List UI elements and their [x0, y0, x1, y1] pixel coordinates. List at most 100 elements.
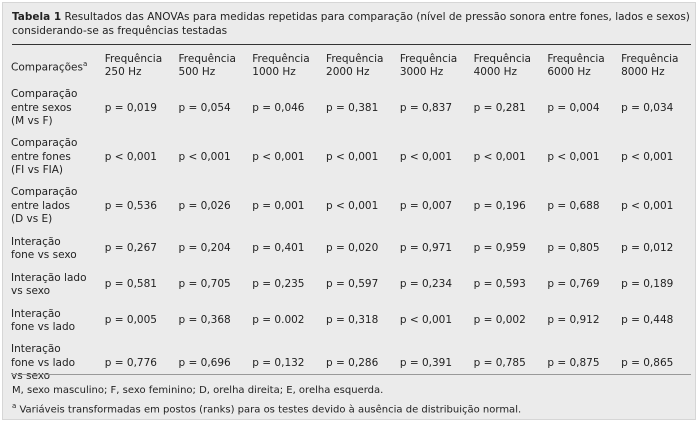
p-value-cell: p = 0,688	[547, 199, 600, 212]
p-value-cell: p < 0,001	[104, 150, 157, 163]
anova-table: Comparaçõesa Frequência 250 Hz Frequência 5…	[11, 48, 695, 388]
header-frequency: Frequência 3000 Hz	[400, 48, 474, 84]
row-label-line: Interação	[11, 307, 61, 320]
table-caption: Tabela 1 Resultados das ANOVAs para medi…	[12, 10, 692, 38]
row-label-line: Comparação	[11, 186, 78, 199]
p-value-cell: p = 0,776	[104, 356, 157, 369]
row-label-line: Interação lado	[11, 271, 87, 284]
p-value-cell: p = 0,401	[252, 242, 305, 255]
top-rule	[12, 44, 691, 45]
p-value-cell: p < 0,001	[399, 314, 453, 327]
p-value-cell: p = 0,002	[473, 314, 526, 327]
p-value-cell: p = 0,581	[104, 278, 157, 291]
header-line: 8000 Hz	[621, 66, 665, 78]
header-line: 4000 Hz	[473, 66, 518, 78]
p-value-cell: p = 0,785	[473, 356, 526, 369]
row-label-line: (FI vs FIA)	[11, 164, 64, 177]
p-value-cell: p = 0,196	[473, 199, 526, 212]
table-row: Interação fone vs lado p = 0,005 p = 0,368 p…	[11, 303, 695, 339]
abbreviations-note: M, sexo masculino; F, sexo feminino; D, …	[12, 385, 384, 396]
table-row: Comparação entre lados (D vs E) p = 0,536 p …	[11, 182, 695, 231]
header-frequency: Frequência 2000 Hz	[326, 48, 400, 84]
header-line: 3000 Hz	[399, 66, 444, 78]
header-line: Frequência	[547, 52, 605, 65]
header-line: 2000 Hz	[326, 66, 370, 78]
row-label-line: entre sexos	[11, 101, 72, 114]
p-value-cell: p = 0,696	[178, 356, 231, 369]
p-value-cell: p = 0,286	[326, 356, 379, 369]
row-label: Interação fone vs lado	[11, 303, 105, 339]
table-row: Interação fone vs sexo p = 0,267 p = 0,204 p…	[11, 231, 695, 267]
p-value-cell: p = 0,318	[326, 314, 379, 327]
p-value-cell: p = 0,019	[104, 101, 157, 114]
p-value-cell: p < 0,001	[178, 150, 231, 163]
row-label-line: Interação	[11, 343, 61, 356]
table-label: Tabela 1	[12, 11, 62, 23]
p-value-cell: p = 0,875	[547, 356, 600, 369]
footnote-a: a Variáveis transformadas em postos (ran…	[12, 401, 522, 415]
p-value-cell: p < 0,001	[326, 199, 379, 212]
header-row: Comparaçõesa Frequência 250 Hz Frequência 5…	[11, 48, 695, 84]
p-value-cell: p = 0,132	[252, 356, 305, 369]
row-label-line: (M vs F)	[11, 115, 53, 128]
header-line: Frequência	[399, 52, 458, 65]
p-value-cell: p = 0,381	[326, 101, 379, 114]
p-value-cell: p = 0,769	[547, 278, 600, 291]
p-value-cell: p < 0,001	[399, 150, 453, 163]
row-label-line: vs sexo	[11, 370, 51, 383]
header-line: Frequência	[473, 52, 531, 65]
p-value-cell: p = 0,536	[104, 199, 157, 212]
row-label-line: entre fones	[11, 150, 71, 163]
p-value-cell: p = 0,026	[178, 199, 231, 212]
row-label-line: Comparação	[11, 137, 78, 150]
p-value-cell: p = 0,368	[178, 314, 231, 327]
p-value-cell: p = 0,971	[399, 242, 453, 255]
p-value-cell: p < 0,001	[621, 150, 674, 163]
p-value-cell: p < 0,001	[621, 199, 674, 212]
row-label-line: fone vs lado	[11, 356, 76, 369]
table-row: Interação fone vs lado vs sexo p = 0,776 p =…	[11, 339, 695, 388]
p-value-cell: p < 0,001	[326, 150, 379, 163]
row-label: Comparação entre lados (D vs E)	[11, 182, 105, 231]
header-line: 500 Hz	[178, 66, 216, 78]
header-line: Frequência	[326, 52, 384, 65]
caption-text: Resultados das ANOVAs para medidas repet…	[12, 11, 690, 37]
header-line: 6000 Hz	[547, 66, 591, 78]
p-value-cell: p = 0,448	[621, 314, 674, 327]
p-value-cell: p = 0,034	[621, 101, 674, 114]
row-label-line: fone vs sexo	[11, 249, 77, 261]
header-frequency: Frequência 250 Hz	[105, 48, 179, 84]
row-label-line: Interação	[11, 235, 61, 248]
header-comparacoes: Comparaçõesa	[11, 59, 88, 74]
header-frequency: Frequência 1000 Hz	[252, 48, 326, 84]
table-container: Tabela 1 Resultados das ANOVAs para medi…	[2, 2, 696, 420]
row-label-line: (D vs E)	[11, 213, 53, 226]
p-value-cell: p = 0,865	[621, 356, 674, 369]
header-line: Frequência	[104, 52, 163, 65]
p-value-cell: p = 0,012	[621, 242, 674, 255]
p-value-cell: p = 0,020	[326, 242, 379, 255]
p-value-cell: p = 0,007	[399, 199, 453, 212]
row-label-line: entre lados	[11, 199, 71, 212]
table-row: Comparação entre fones (FI vs FIA) p < 0,00…	[11, 133, 695, 182]
p-value-cell: p < 0,001	[547, 150, 600, 163]
header-line: Frequência	[252, 52, 310, 65]
p-value-cell: p = 0,204	[178, 242, 231, 255]
p-value-cell: p = 0,267	[104, 242, 157, 255]
header-frequency: Frequência 6000 Hz	[547, 48, 621, 84]
row-label: Comparação entre fones (FI vs FIA)	[11, 133, 105, 182]
p-value-cell: p = 0,189	[621, 278, 674, 291]
p-value-cell: p = 0,837	[399, 101, 453, 114]
p-value-cell: p = 0,046	[252, 101, 305, 114]
row-label-line: Comparação	[11, 88, 78, 101]
p-value-cell: p = 0,705	[178, 278, 231, 291]
p-value-cell: p = 0,391	[399, 356, 453, 369]
row-label: Comparação entre sexos (M vs F)	[11, 84, 105, 133]
row-label: Interação lado vs sexo	[11, 267, 105, 303]
header-line: Frequência	[178, 52, 236, 65]
table-row: Interação lado vs sexo p = 0,581 p = 0,705 p…	[11, 267, 695, 303]
p-value-cell: p = 0,054	[178, 101, 231, 114]
p-value-cell: p < 0,001	[252, 150, 305, 163]
header-line: 250 Hz	[104, 66, 142, 78]
table-notes: M, sexo masculino; F, sexo feminino; D, …	[12, 384, 521, 417]
